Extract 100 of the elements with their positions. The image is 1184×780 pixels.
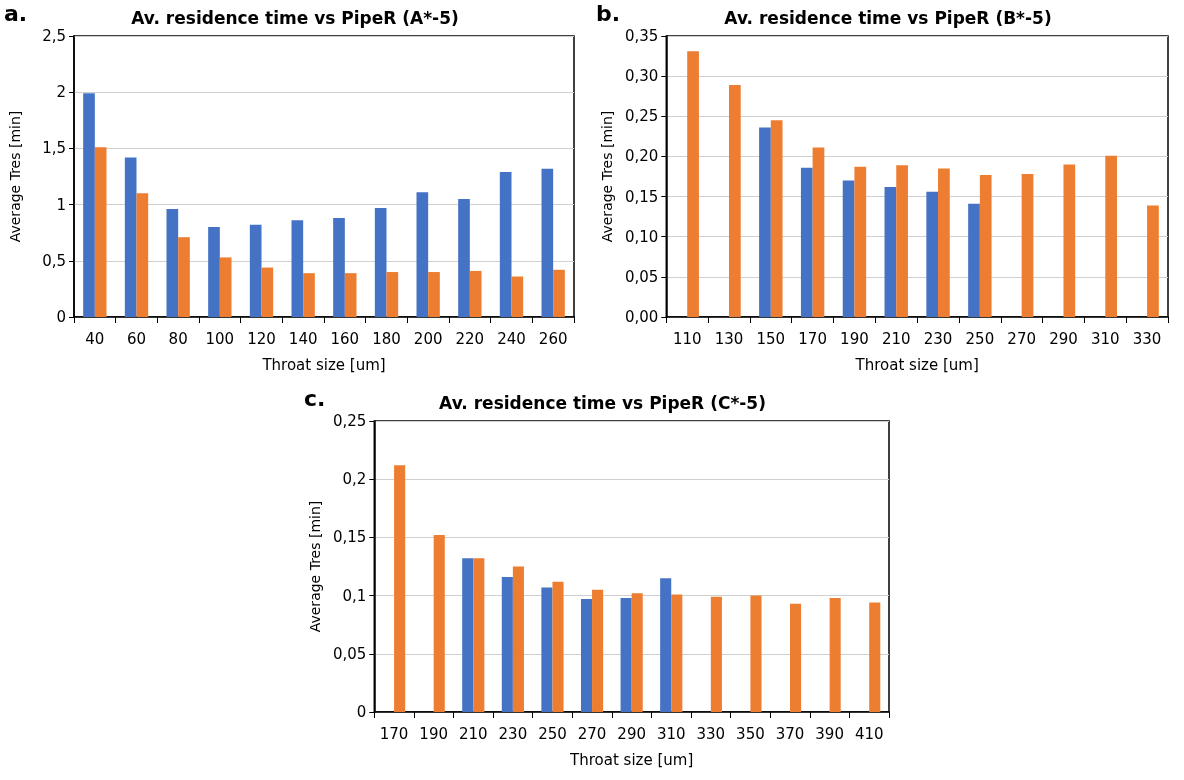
y-tick-label: 0	[56, 308, 66, 326]
y-tick-label: 0,15	[624, 187, 659, 206]
x-tick-label: 230	[923, 329, 953, 348]
bar	[219, 257, 232, 317]
chart-title: Av. residence time vs PipeR (B*-5)	[724, 7, 1052, 28]
bar	[770, 120, 783, 317]
x-tick-label: 240	[497, 329, 526, 348]
bar	[854, 166, 867, 317]
x-tick-label: 190	[840, 329, 869, 348]
bar	[631, 593, 643, 712]
bar	[462, 558, 474, 712]
chart-title: Av. residence time vs PipeR (A*-5)	[131, 7, 459, 28]
bar	[166, 209, 179, 317]
bar	[501, 576, 513, 712]
text: b.	[596, 0, 621, 26]
x-tick-label: 230	[498, 724, 528, 743]
bar	[800, 167, 813, 317]
y-tick-label: 0,1	[342, 586, 367, 605]
y-tick-label: 0,10	[624, 227, 659, 246]
x-tick-label: 170	[798, 329, 827, 348]
y-tick-label: 0	[356, 703, 367, 721]
y-tick-label: 0,15	[332, 528, 367, 547]
text: c.	[304, 385, 326, 411]
x-tick-label: 260	[538, 329, 568, 348]
bar	[750, 595, 762, 712]
x-tick-label: 180	[372, 329, 401, 348]
bar	[552, 581, 564, 712]
y-tick-label: 0,30	[624, 67, 659, 86]
bar	[458, 198, 470, 317]
x-tick-label: 190	[419, 724, 449, 743]
text: a.	[4, 0, 28, 26]
bar	[512, 566, 524, 712]
x-tick-label: 390	[815, 724, 844, 743]
x-tick-label: 370	[775, 724, 805, 743]
x-axis-title: Throat size [um]	[854, 355, 979, 374]
y-tick-label: 2	[56, 83, 66, 102]
y-tick-label: 0,35	[624, 27, 659, 45]
bar	[979, 174, 992, 317]
y-tick-label: 0,5	[42, 251, 66, 270]
bar	[124, 157, 137, 317]
y-tick-label: 0,05	[624, 267, 659, 286]
bar	[374, 207, 387, 317]
x-tick-label: 130	[714, 329, 744, 348]
y-tick-label: 0,25	[624, 107, 659, 126]
y-tick-label: 0,2	[342, 470, 367, 489]
x-tick-label: 170	[379, 724, 409, 743]
bar	[790, 603, 802, 712]
bar	[386, 272, 399, 317]
bar	[759, 127, 771, 317]
bar	[333, 218, 345, 317]
y-axis-title: Average Tres [min]	[7, 110, 23, 243]
bar	[926, 191, 939, 317]
x-tick-label: 210	[458, 724, 488, 743]
x-tick-label: 290	[617, 724, 646, 743]
bar	[580, 599, 593, 712]
bar	[842, 180, 855, 317]
x-tick-label: 250	[965, 329, 995, 348]
bar	[729, 84, 741, 317]
x-tick-label: 310	[656, 724, 686, 743]
bar	[261, 267, 274, 317]
x-tick-label: 330	[1132, 329, 1162, 348]
bar	[1063, 164, 1076, 317]
x-tick-label: 310	[1090, 329, 1120, 348]
x-tick-label: 270	[1007, 329, 1036, 348]
x-tick-label: 40	[85, 329, 105, 348]
bar	[896, 165, 908, 317]
bar	[938, 168, 950, 317]
bar	[344, 273, 357, 317]
y-tick-label: 0,25	[332, 412, 367, 430]
y-axis-title: Average Tres [min]	[307, 500, 323, 633]
y-tick-label: 0,00	[624, 308, 659, 326]
bar	[869, 602, 881, 712]
bar	[428, 272, 440, 317]
x-tick-label: 80	[168, 329, 188, 348]
bar	[553, 269, 565, 317]
x-tick-label: 330	[696, 724, 726, 743]
bar	[416, 192, 429, 317]
bar	[710, 596, 722, 712]
x-tick-label: 350	[736, 724, 765, 743]
x-tick-label: 160	[330, 329, 360, 348]
y-tick-label: 0,05	[332, 644, 367, 663]
x-tick-label: 200	[413, 329, 443, 348]
x-tick-label: 110	[672, 329, 702, 348]
bar	[208, 227, 220, 317]
bar	[178, 237, 190, 317]
x-tick-label: 290	[1049, 329, 1078, 348]
y-tick-label: 1	[56, 195, 66, 214]
x-tick-label: 250	[538, 724, 567, 743]
bar	[620, 597, 632, 712]
bar	[812, 147, 825, 317]
bar	[968, 203, 980, 317]
bar	[592, 589, 604, 712]
bar	[1147, 205, 1159, 317]
chart-title: Av. residence time vs PipeR (C*-5)	[439, 392, 766, 413]
x-tick-label: 60	[126, 329, 147, 348]
bar	[469, 270, 482, 317]
bar	[829, 597, 841, 712]
y-tick-label: 2,5	[42, 27, 66, 45]
x-axis-title: Throat size [um]	[569, 750, 694, 769]
bar	[83, 93, 95, 317]
